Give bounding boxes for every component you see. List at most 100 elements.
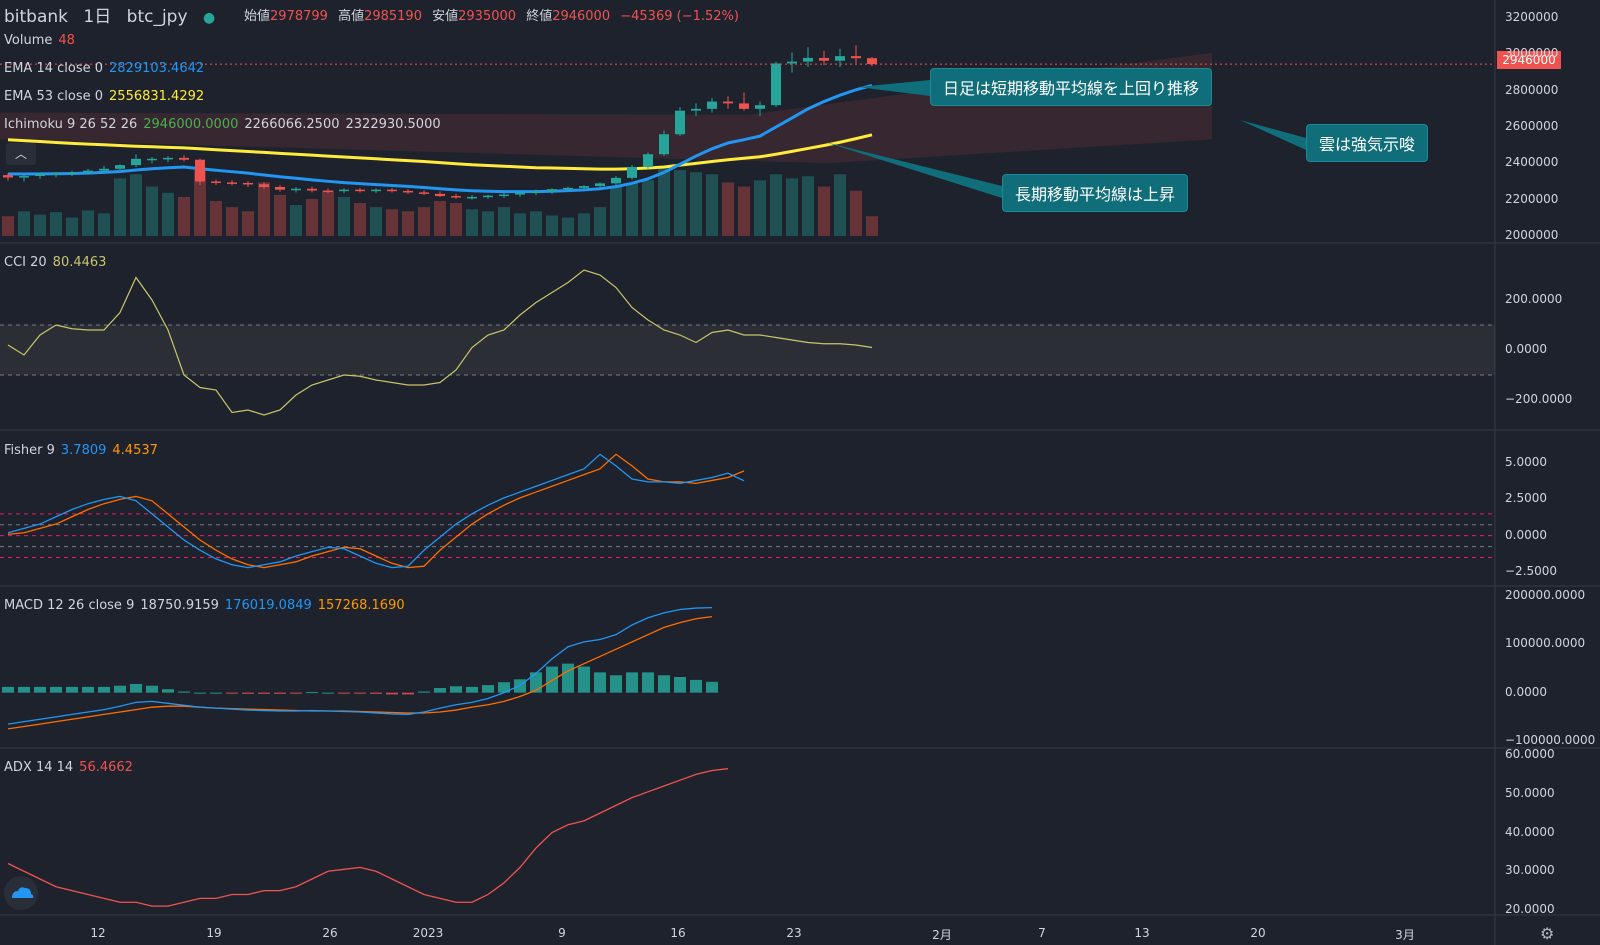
macd-legend[interactable]: MACD 12 26 close 9 18750.9159 176019.0849 1… xyxy=(4,598,411,613)
exchange-name: bitbank xyxy=(4,7,69,27)
macd-histogram-bar xyxy=(370,692,382,694)
volume-bar xyxy=(178,196,190,236)
volume-bar xyxy=(274,194,286,236)
ichimoku-value-2: 2266066.2500 xyxy=(244,117,340,132)
macd-histogram-bar xyxy=(162,689,174,693)
cci-band xyxy=(0,325,1495,375)
volume-bar xyxy=(754,180,766,236)
volume-bar xyxy=(706,174,718,236)
macd-histogram-bar xyxy=(610,675,622,693)
annotation-long-ma[interactable]: 長期移動平均線は上昇 xyxy=(1002,174,1189,212)
fisher-line xyxy=(7,453,745,569)
macd-histogram-bar xyxy=(418,691,430,693)
annotation-short-ma[interactable]: 日足は短期移動平均線を上回り推移 xyxy=(930,68,1213,106)
volume-bar xyxy=(690,172,702,236)
volume-bar xyxy=(610,186,622,236)
macd-tick-label: −100000.0000 xyxy=(1505,733,1596,747)
macd-histogram-bar xyxy=(642,672,654,693)
candle-body xyxy=(483,195,493,198)
macd-tick-label: 0.0000 xyxy=(1505,684,1547,699)
volume-bar xyxy=(210,201,222,236)
date-tick-label: 16 xyxy=(670,926,686,940)
date-tick-label: 2月 xyxy=(932,928,952,942)
current-price-tag: 2946000 xyxy=(1497,51,1561,69)
candle-body xyxy=(179,157,189,160)
candle-body xyxy=(435,193,445,197)
volume-bar xyxy=(66,217,78,236)
candle-body xyxy=(595,183,605,187)
candle-body xyxy=(35,174,45,177)
fisher-legend[interactable]: Fisher 9 3.7809 4.4537 xyxy=(4,443,164,458)
volume-bar xyxy=(834,174,846,236)
cci-tick-label: 0.0000 xyxy=(1505,342,1547,356)
volume-bar xyxy=(514,213,526,236)
candle-body xyxy=(691,108,701,111)
macd-histogram-bar xyxy=(466,686,478,693)
collapse-legend-button[interactable]: ︿ xyxy=(6,143,36,165)
volume-bar xyxy=(226,207,238,236)
price-tick-label: 2800000 xyxy=(1505,82,1559,97)
macd-histogram-bar xyxy=(546,666,558,693)
date-tick-label: 23 xyxy=(786,926,802,940)
macd-tick-label: 100000.0000 xyxy=(1505,636,1586,651)
macd-histogram-bar xyxy=(322,692,334,694)
gear-icon[interactable]: ⚙ xyxy=(1540,924,1555,943)
macd-histogram-bar xyxy=(258,692,270,694)
candle-body xyxy=(99,168,109,171)
date-tick-label: 12 xyxy=(90,926,106,940)
candle-body xyxy=(819,57,829,61)
macd-histogram-bar xyxy=(482,685,494,693)
close-label: 終値 xyxy=(526,9,553,24)
date-tick-label: 26 xyxy=(322,926,338,940)
volume-bar xyxy=(722,182,734,236)
candle-body xyxy=(563,187,573,190)
annotation-cloud[interactable]: 雲は強気示唆 xyxy=(1306,124,1429,162)
macd-histogram-bar xyxy=(50,686,62,693)
macd-value-2: 176019.0849 xyxy=(224,598,312,613)
volume-bar xyxy=(466,209,478,236)
macd-histogram-bar xyxy=(674,677,686,693)
status-dot-icon: ● xyxy=(202,10,216,26)
tradingview-logo-icon[interactable] xyxy=(4,876,38,910)
adx-tick-label: 20.0000 xyxy=(1505,902,1555,916)
symbol-header[interactable]: bitbank 1日 btc_jpy ● xyxy=(4,2,225,27)
candle-body xyxy=(211,181,221,183)
macd-histogram-bar xyxy=(354,692,366,694)
volume-value: 48 xyxy=(58,33,75,48)
candle-body xyxy=(83,170,93,173)
volume-bar xyxy=(82,210,94,236)
macd-histogram-bar xyxy=(450,686,462,693)
candle-body xyxy=(307,188,317,191)
candle-body xyxy=(195,159,205,182)
volume-bar xyxy=(434,201,446,236)
ema53-legend[interactable]: EMA 53 close 0 2556831.4292 xyxy=(4,89,210,104)
macd-histogram-bar xyxy=(2,686,14,693)
ema14-name: EMA 14 close 0 xyxy=(4,61,104,76)
adx-tick-label: 30.0000 xyxy=(1505,863,1555,878)
date-tick-label: 9 xyxy=(558,926,566,940)
cci-legend[interactable]: CCI 20 80.4463 xyxy=(4,255,112,270)
volume-bar xyxy=(450,203,462,236)
macd-histogram-bar xyxy=(194,692,206,694)
cci-tick-label: −200.0000 xyxy=(1505,392,1573,406)
annotation-pointer xyxy=(825,142,1002,198)
cloud-logo-icon xyxy=(12,887,34,898)
adx-legend[interactable]: ADX 14 14 56.4662 xyxy=(4,760,139,775)
open-value: 2978799 xyxy=(270,9,328,24)
ema14-legend[interactable]: EMA 14 close 0 2829103.4642 xyxy=(4,61,210,76)
macd-histogram-bar xyxy=(114,685,126,693)
price-tick-label: 3200000 xyxy=(1505,10,1559,24)
volume-bar xyxy=(306,198,318,236)
high-value: 2985190 xyxy=(364,9,422,24)
date-tick-label: 3月 xyxy=(1395,928,1415,942)
volume-name: Volume xyxy=(4,33,53,48)
ichimoku-legend[interactable]: Ichimoku 9 26 52 26 2946000.0000 2266066.2… xyxy=(4,117,447,132)
macd-histogram-bar xyxy=(274,692,286,694)
macd-histogram-bar xyxy=(626,672,638,693)
candle-body xyxy=(403,190,413,193)
interval-label[interactable]: 1日 xyxy=(83,7,112,27)
fisher-tick-label: −2.5000 xyxy=(1505,564,1558,578)
candle-body xyxy=(67,172,77,174)
volume-legend[interactable]: Volume 48 xyxy=(4,33,81,48)
